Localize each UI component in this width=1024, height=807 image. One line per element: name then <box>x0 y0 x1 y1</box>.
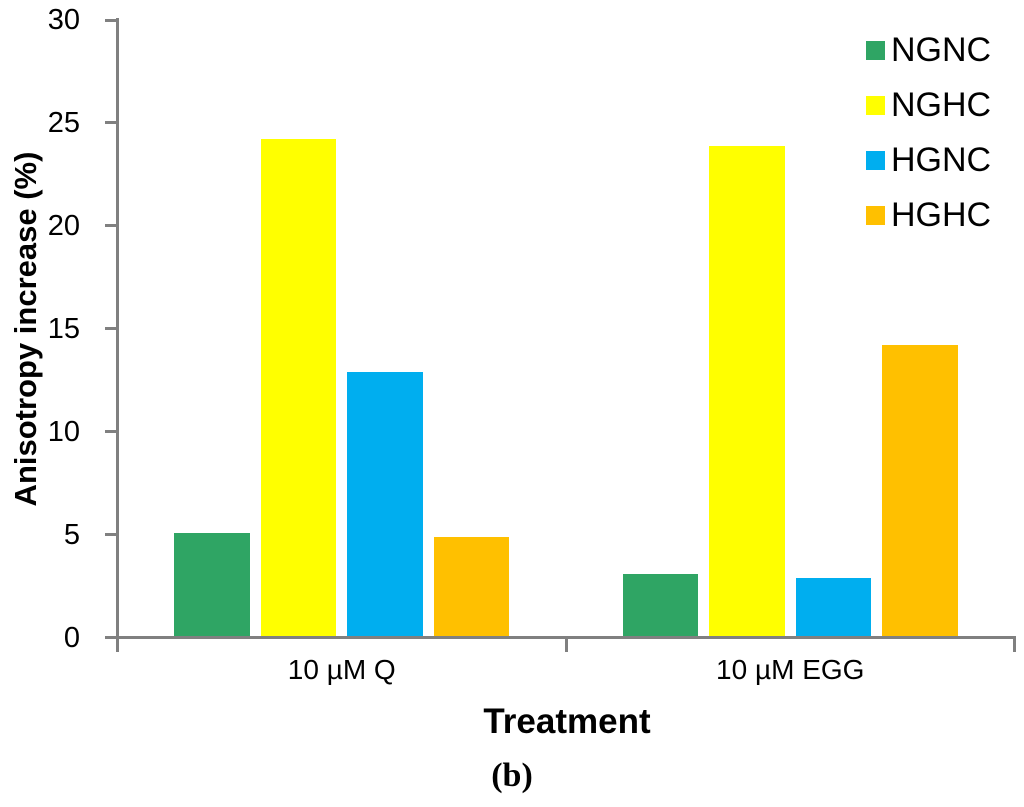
y-tick <box>105 430 117 434</box>
figure-caption: (b) <box>491 757 533 794</box>
y-tick <box>105 18 117 22</box>
bar-hghc-1 <box>433 536 510 638</box>
y-tick <box>105 224 117 228</box>
y-tick <box>105 636 117 639</box>
y-tick-label: 20 <box>47 209 80 242</box>
legend-swatch-icon <box>866 150 885 170</box>
legend-item-hgnc: HGNC <box>866 140 991 180</box>
category-label: 10 µM Q <box>287 654 396 685</box>
bar-hgnc-1 <box>347 371 423 638</box>
x-tick <box>564 638 568 652</box>
legend-label: NGHC <box>891 85 992 124</box>
y-tick <box>105 533 117 537</box>
legend-label: HGHC <box>891 195 992 234</box>
y-tick-label: 10 <box>47 415 80 448</box>
category-label: 10 µM EGG <box>716 654 865 685</box>
legend-swatch-icon <box>866 205 885 225</box>
x-tick <box>116 638 119 652</box>
x-tick <box>1013 638 1016 652</box>
y-tick-label: 30 <box>47 4 80 36</box>
bar-hghc-2 <box>882 345 958 638</box>
y-axis-line <box>116 18 119 651</box>
legend-item-ngnc: NGNC <box>866 30 991 70</box>
legend-item-hghc: HGHC <box>866 195 991 235</box>
legend: NGNC NGHC HGNC HGHC <box>866 30 991 250</box>
y-tick <box>105 327 117 331</box>
y-tick-label: 0 <box>63 621 80 654</box>
bar-nghc-2 <box>709 145 785 638</box>
y-tick-label: 5 <box>63 518 80 551</box>
x-axis-line <box>116 636 1016 639</box>
legend-item-nghc: NGHC <box>866 85 991 125</box>
bar-ngnc-2 <box>622 573 699 638</box>
legend-label: HGNC <box>891 140 992 179</box>
legend-label: NGNC <box>891 30 992 69</box>
legend-swatch-icon <box>866 40 885 60</box>
y-tick <box>105 121 117 125</box>
bar-nghc-1 <box>260 139 337 638</box>
bar-hgnc-2 <box>795 577 872 638</box>
legend-swatch-icon <box>866 95 885 115</box>
y-tick-label: 25 <box>47 106 80 139</box>
y-tick-label: 15 <box>47 312 80 345</box>
bar-ngnc-1 <box>174 532 250 638</box>
x-axis-title: Treatment <box>483 702 651 741</box>
